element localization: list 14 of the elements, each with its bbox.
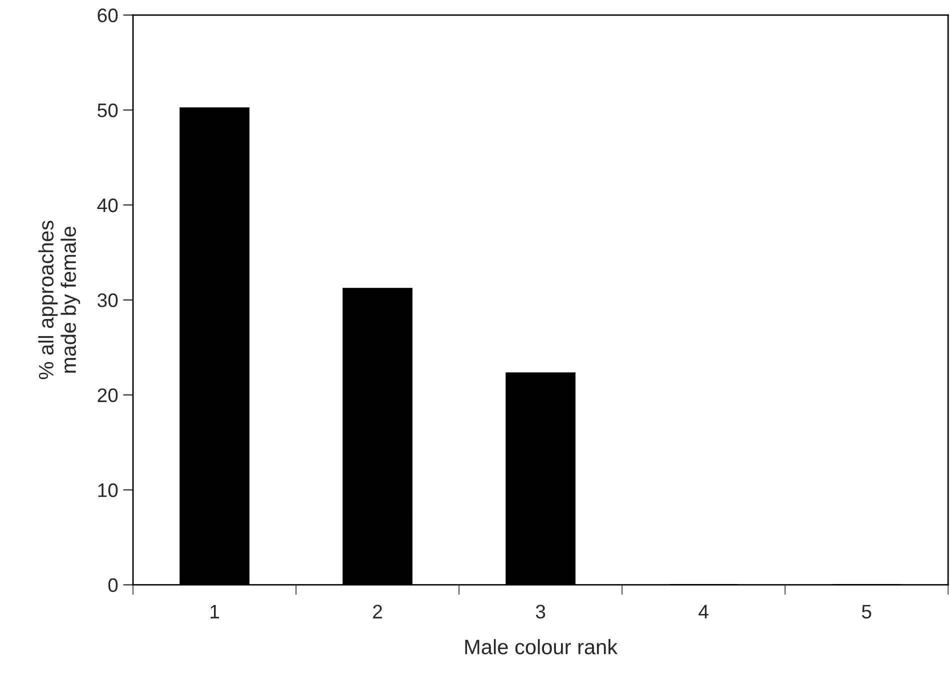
x-tick-label: 2 bbox=[373, 604, 382, 618]
y-tick-label: 10 bbox=[98, 483, 118, 498]
y-tick-label: 30 bbox=[98, 293, 118, 308]
y-axis-title: % all approaches made by female bbox=[38, 220, 80, 380]
y-tick-label: 0 bbox=[108, 578, 118, 592]
y-tick-label: 40 bbox=[97, 198, 118, 212]
x-axis-title: Male colour rank bbox=[465, 639, 618, 654]
y-tick-label: 50 bbox=[98, 103, 118, 118]
x-tick-label: 4 bbox=[698, 604, 708, 618]
x-tick-label: 3 bbox=[536, 604, 546, 619]
x-tick-label: 1 bbox=[210, 604, 219, 618]
y-tick-label: 60 bbox=[98, 8, 118, 22]
x-tick-label: 5 bbox=[862, 604, 872, 619]
y-tick-label: 20 bbox=[98, 388, 118, 402]
